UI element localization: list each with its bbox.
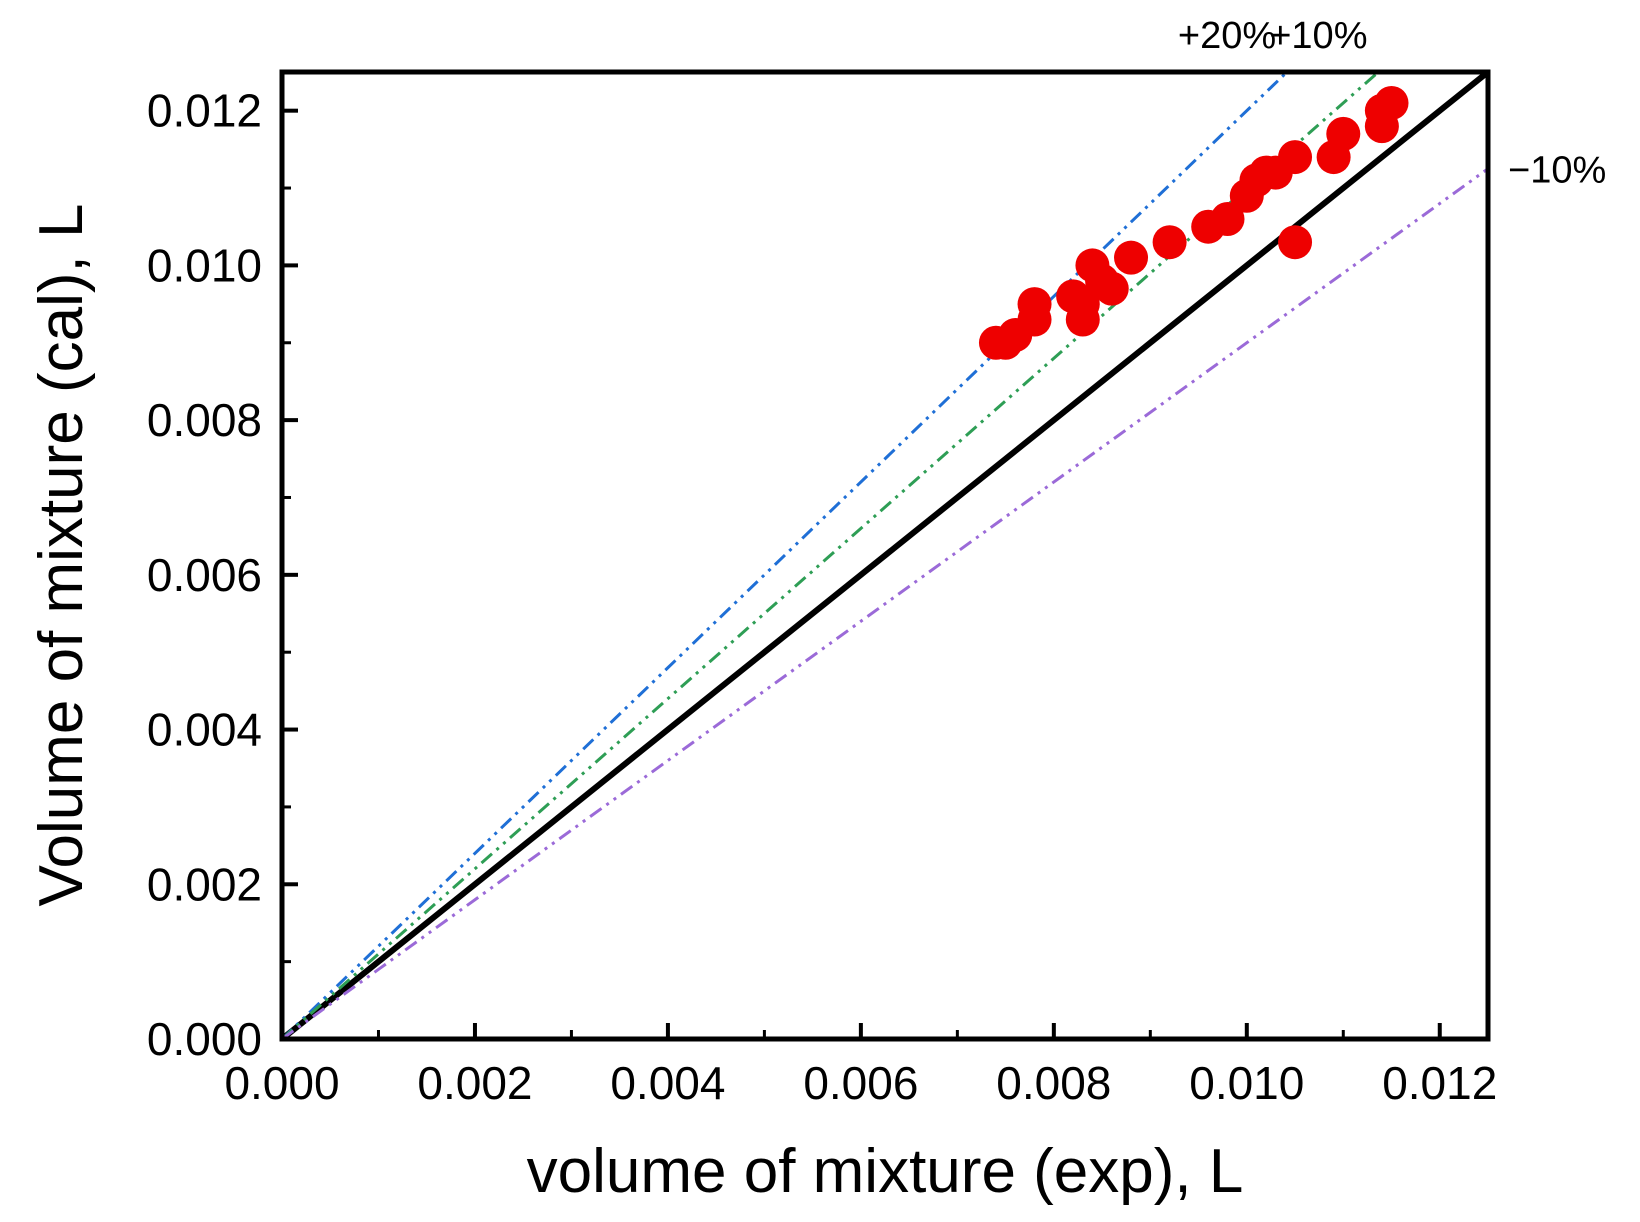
- data-point: [1065, 287, 1100, 322]
- reference-line-label-3: −10%: [1508, 150, 1606, 192]
- y-tick-label-0: 0.000: [147, 1013, 262, 1065]
- y-tick-label-6: 0.012: [147, 85, 262, 137]
- reference-line-1: [282, 72, 1290, 1039]
- reference-line-label-2: +10%: [1269, 15, 1367, 57]
- data-points: [978, 85, 1409, 360]
- reference-line-0: [282, 72, 1488, 1039]
- data-point: [1210, 201, 1245, 236]
- y-axis-ticks: 0.000 0.002 0.004 0.006 0.008 0.010 0.012: [147, 85, 298, 1065]
- x-tick-label-3: 0.006: [803, 1057, 918, 1109]
- data-point: [1278, 140, 1313, 175]
- plot-frame: [279, 69, 1491, 1042]
- data-point: [1094, 271, 1129, 306]
- data-point: [1114, 240, 1149, 275]
- y-tick-label-1: 0.002: [147, 858, 262, 910]
- data-point: [1326, 116, 1361, 151]
- x-tick-label-6: 0.012: [1382, 1057, 1497, 1109]
- data-point: [1152, 225, 1187, 260]
- x-tick-label-0: 0.000: [224, 1057, 339, 1109]
- reference-line-labels: +20%+10% −10%: [1178, 15, 1606, 192]
- x-tick-label-5: 0.010: [1189, 1057, 1304, 1109]
- data-point: [1017, 287, 1052, 322]
- x-axis-title: volume of mixture (exp), L: [527, 1137, 1244, 1206]
- y-axis-title: Volume of mixture (cal), L: [27, 204, 96, 907]
- data-point: [1278, 225, 1313, 260]
- data-point: [1374, 85, 1409, 120]
- y-tick-label-4: 0.008: [147, 394, 262, 446]
- x-tick-label-1: 0.002: [417, 1057, 532, 1109]
- reference-line-label-1: +20%: [1178, 15, 1276, 57]
- reference-line-3: [282, 167, 1488, 1039]
- x-tick-label-4: 0.008: [996, 1057, 1111, 1109]
- y-tick-label-3: 0.006: [147, 549, 262, 601]
- y-tick-label-5: 0.010: [147, 239, 262, 291]
- y-tick-label-2: 0.004: [147, 704, 262, 756]
- x-axis-ticks: 0.000 0.002 0.004 0.006 0.008 0.010 0.012: [224, 1023, 1497, 1109]
- x-tick-label-2: 0.004: [610, 1057, 725, 1109]
